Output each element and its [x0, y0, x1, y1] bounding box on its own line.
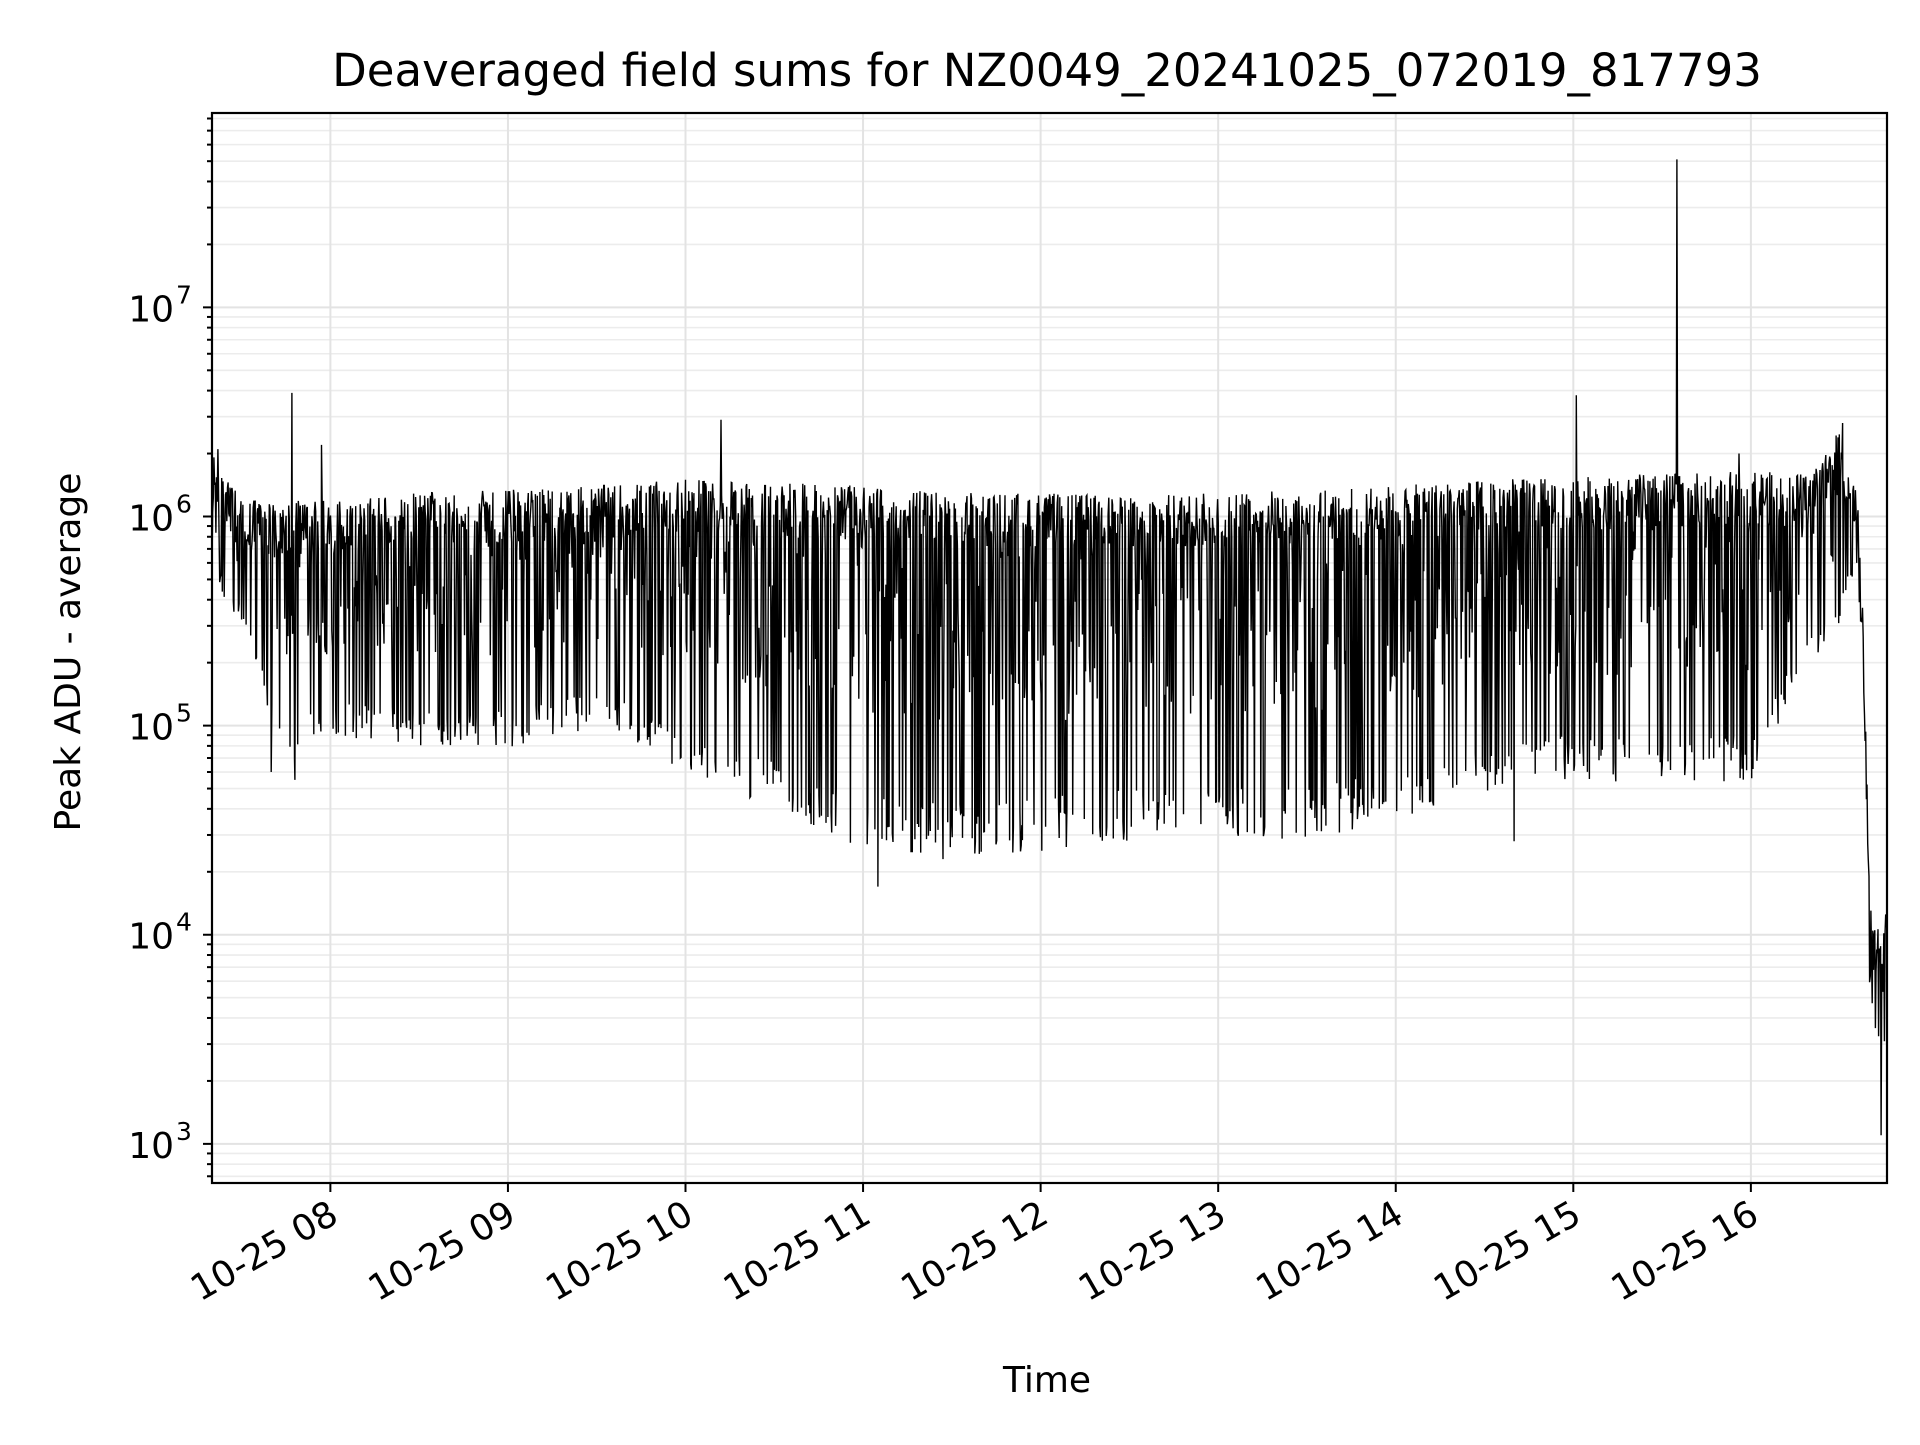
y-tick-label: 10: [128, 1126, 174, 1167]
x-axis-label: Time: [1002, 1360, 1091, 1401]
y-tick-exponent: 7: [176, 280, 192, 309]
y-tick-exponent: 5: [176, 699, 192, 728]
y-tick-label: 10: [128, 917, 174, 958]
y-tick-exponent: 4: [176, 908, 192, 937]
series-layer: [212, 159, 1887, 1136]
chart-title: Deaveraged field sums for NZ0049_2024102…: [332, 44, 1762, 97]
y-axis-label: Peak ADU - average: [48, 473, 89, 832]
plot-frame: [210, 111, 1889, 1185]
y-tick-exponent: 3: [176, 1117, 192, 1146]
y-tick-label: 10: [128, 708, 174, 749]
y-tick-label: 10: [128, 289, 174, 330]
y-tick-label: 10: [128, 498, 174, 539]
series-line: [212, 159, 1887, 1136]
y-tick-exponent: 6: [176, 489, 192, 518]
